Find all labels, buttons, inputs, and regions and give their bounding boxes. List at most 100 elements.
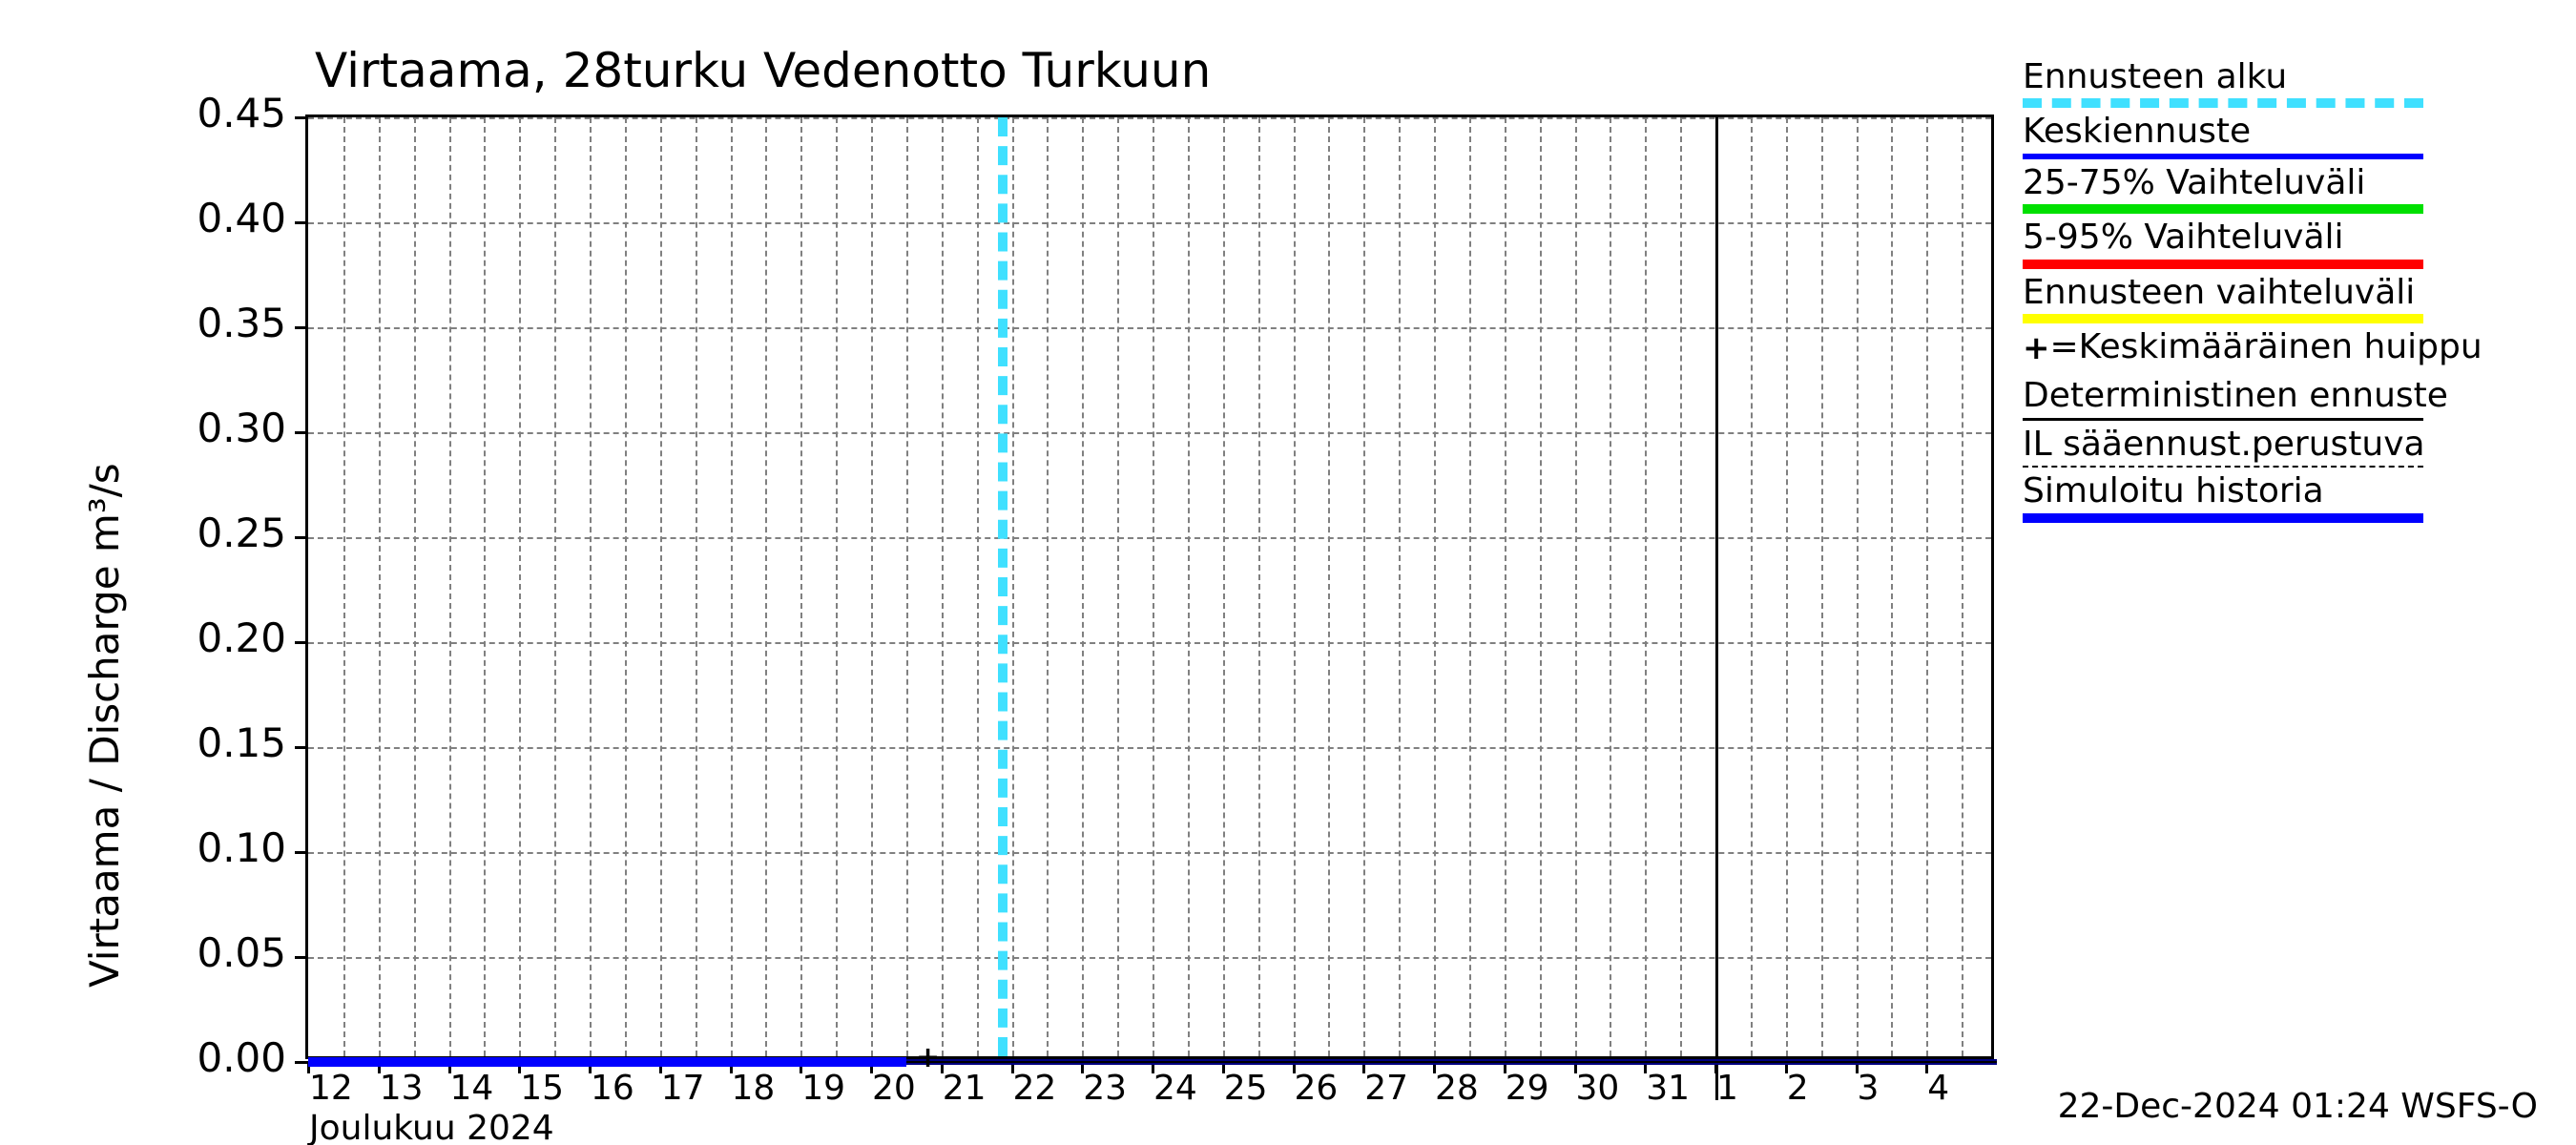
gridline-vertical xyxy=(1082,117,1084,1056)
y-tick-label: 0.40 xyxy=(153,195,286,241)
gridline-vertical xyxy=(1223,117,1225,1056)
gridline-vertical xyxy=(1434,117,1436,1056)
gridline-vertical xyxy=(731,117,733,1056)
gridline-vertical xyxy=(906,117,908,1056)
gridline-vertical xyxy=(484,117,486,1056)
y-tick-mark xyxy=(295,536,308,539)
gridline-vertical xyxy=(1505,117,1506,1056)
gridline-horizontal xyxy=(308,222,1991,224)
series-deterministic xyxy=(906,1061,1997,1063)
gridline-vertical xyxy=(1680,117,1682,1056)
gridline-vertical xyxy=(519,117,521,1056)
gridline-horizontal xyxy=(308,327,1991,329)
x-tick-label: 23 xyxy=(1083,1069,1127,1108)
legend-label: +=Keskimääräinen huippu xyxy=(2023,327,2483,366)
gridline-vertical xyxy=(625,117,627,1056)
legend-item: Ennusteen alku xyxy=(2023,57,2483,108)
y-tick-label: 0.15 xyxy=(153,719,286,766)
legend-swatch xyxy=(2023,466,2423,468)
y-tick-label: 0.35 xyxy=(153,300,286,346)
footer-timestamp: 22-Dec-2024 01:24 WSFS-O xyxy=(2058,1087,2538,1126)
gridline-vertical xyxy=(1645,117,1647,1056)
x-tick-label: 29 xyxy=(1506,1069,1549,1108)
gridline-vertical xyxy=(1857,117,1859,1056)
gridline-vertical xyxy=(1294,117,1296,1056)
legend-item: IL sääennust.perustuva xyxy=(2023,425,2483,468)
legend-item: 25-75% Vaihteluväli xyxy=(2023,163,2483,214)
gridline-vertical xyxy=(1188,117,1190,1056)
gridline-vertical xyxy=(1962,117,1963,1056)
legend-label: IL sääennust.perustuva xyxy=(2023,425,2483,464)
x-tick-label: 12 xyxy=(309,1069,353,1108)
gridline-vertical xyxy=(696,117,697,1056)
month-label-fi: Joulukuu 2024 xyxy=(309,1109,554,1145)
mean-peak-marker: + xyxy=(916,1047,939,1070)
x-tick-label: 3 xyxy=(1858,1069,1880,1108)
gridline-vertical xyxy=(1891,117,1893,1056)
legend-label: Ennusteen alku xyxy=(2023,57,2483,96)
y-tick-mark xyxy=(295,956,308,959)
legend-label: Keskiennuste xyxy=(2023,112,2483,151)
legend-label: 5-95% Vaihteluväli xyxy=(2023,218,2483,257)
gridline-vertical xyxy=(1258,117,1260,1056)
gridline-vertical xyxy=(1363,117,1365,1056)
x-tick-label: 4 xyxy=(1927,1069,1949,1108)
legend-swatch xyxy=(2023,204,2423,214)
x-tick-label: 30 xyxy=(1576,1069,1620,1108)
gridline-horizontal xyxy=(308,642,1991,644)
legend-swatch xyxy=(2023,260,2423,269)
gridline-vertical xyxy=(765,117,767,1056)
x-tick-label: 14 xyxy=(450,1069,494,1108)
y-tick-mark xyxy=(295,1061,308,1064)
y-tick-label: 0.05 xyxy=(153,929,286,976)
x-tick-label: 1 xyxy=(1716,1069,1738,1108)
y-tick-label: 0.20 xyxy=(153,614,286,661)
x-tick-label: 31 xyxy=(1646,1069,1690,1108)
gridline-vertical xyxy=(590,117,592,1056)
y-tick-mark xyxy=(295,851,308,854)
x-tick-label: 26 xyxy=(1295,1069,1339,1108)
legend-swatch xyxy=(2023,513,2423,523)
x-tick-label: 13 xyxy=(380,1069,424,1108)
x-tick-label: 21 xyxy=(943,1069,987,1108)
x-tick-label: 2 xyxy=(1787,1069,1809,1108)
gridline-vertical xyxy=(1540,117,1542,1056)
gridline-vertical xyxy=(800,117,802,1056)
gridline-vertical xyxy=(1469,117,1471,1056)
gridline-horizontal xyxy=(308,537,1991,539)
gridline-vertical xyxy=(379,117,381,1056)
x-tick-label: 28 xyxy=(1435,1069,1479,1108)
legend-label: Deterministinen ennuste xyxy=(2023,376,2483,415)
gridline-vertical xyxy=(343,117,345,1056)
y-tick-mark xyxy=(295,431,308,434)
x-tick-label: 18 xyxy=(732,1069,776,1108)
legend-swatch xyxy=(2023,314,2423,323)
gridline-vertical xyxy=(1751,117,1753,1056)
gridline-vertical xyxy=(871,117,873,1056)
gridline-horizontal xyxy=(308,852,1991,854)
gridline-vertical xyxy=(1821,117,1823,1056)
gridline-vertical xyxy=(660,117,662,1056)
legend-label: Ennusteen vaihteluväli xyxy=(2023,273,2483,312)
x-tick-label: 17 xyxy=(661,1069,705,1108)
legend: Ennusteen alku Keskiennuste 25-75% Vaihtel… xyxy=(2023,57,2483,527)
gridline-horizontal xyxy=(308,117,1991,119)
gridline-vertical xyxy=(942,117,944,1056)
y-tick-mark xyxy=(295,746,308,749)
x-tick-label: 20 xyxy=(872,1069,916,1108)
y-axis-label: Virtaama / Discharge m³/s xyxy=(81,463,128,988)
x-tick-label: 15 xyxy=(520,1069,564,1108)
gridline-vertical xyxy=(1926,117,1928,1056)
x-tick-label: 27 xyxy=(1364,1069,1408,1108)
gridline-vertical xyxy=(1047,117,1049,1056)
y-tick-label: 0.25 xyxy=(153,510,286,556)
y-tick-mark xyxy=(295,641,308,644)
y-tick-label: 0.45 xyxy=(153,90,286,136)
x-tick-label: 25 xyxy=(1224,1069,1268,1108)
legend-item: Ennusteen vaihteluväli xyxy=(2023,273,2483,323)
gridline-vertical xyxy=(1610,117,1611,1056)
forecast-start-line xyxy=(998,117,1008,1056)
legend-label: Simuloitu historia xyxy=(2023,471,2483,510)
gridline-vertical xyxy=(554,117,556,1056)
month-boundary-line xyxy=(1715,117,1718,1100)
